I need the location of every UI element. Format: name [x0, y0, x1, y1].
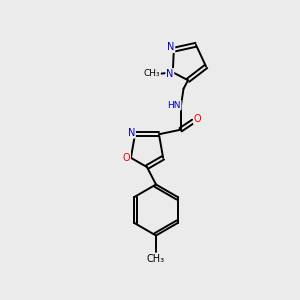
Text: CH₃: CH₃ — [143, 69, 160, 78]
Text: N: N — [167, 42, 175, 52]
Text: HN: HN — [167, 101, 181, 110]
Text: O: O — [123, 153, 130, 163]
Text: N: N — [128, 128, 135, 138]
Text: N: N — [166, 69, 173, 79]
Text: O: O — [194, 114, 202, 124]
Text: CH₃: CH₃ — [147, 254, 165, 264]
